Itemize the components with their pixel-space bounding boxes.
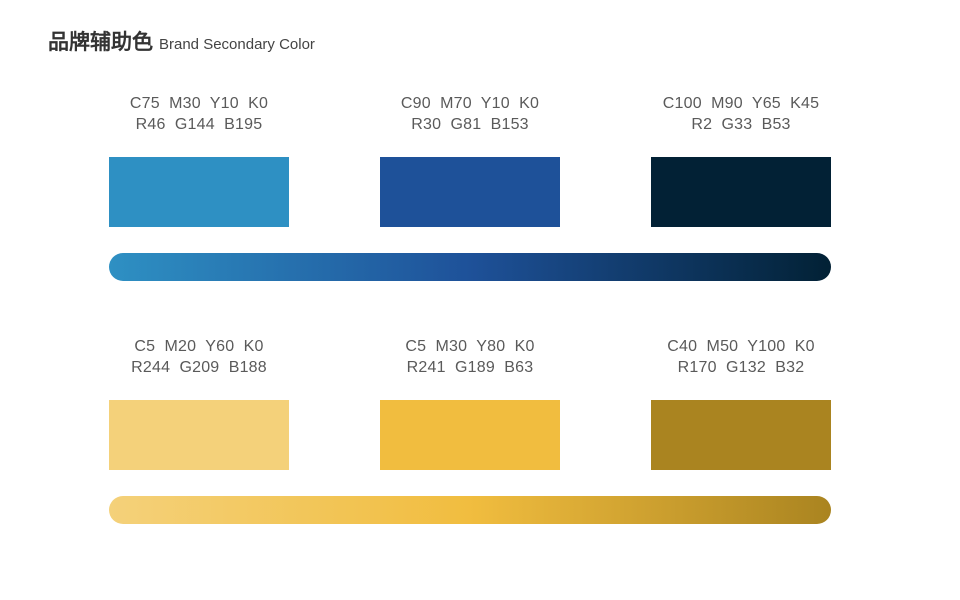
title-english: Brand Secondary Color — [159, 36, 315, 53]
gradient-bar — [109, 253, 831, 281]
color-codes: C5 M20 Y60 K0 R244 G209 B188 — [109, 336, 289, 378]
color-codes: C75 M30 Y10 K0 R46 G144 B195 — [109, 93, 289, 135]
color-swatch — [109, 400, 289, 470]
color-codes: C90 M70 Y10 K0 R30 G81 B153 — [380, 93, 560, 135]
page-title: 品牌辅助色 Brand Secondary Color — [48, 26, 315, 56]
swatch-card: C5 M30 Y80 K0 R241 G189 B63 — [380, 336, 560, 470]
swatch-card: C90 M70 Y10 K0 R30 G81 B153 — [380, 93, 560, 227]
cmyk-value: C5 M20 Y60 K0 — [134, 338, 264, 355]
color-swatch — [380, 400, 560, 470]
rgb-value: R244 G209 B188 — [131, 359, 267, 376]
rgb-value: R30 G81 B153 — [411, 116, 529, 133]
rgb-value: R46 G144 B195 — [135, 116, 263, 133]
rgb-value: R241 G189 B63 — [406, 359, 534, 376]
color-codes: C40 M50 Y100 K0 R170 G132 B32 — [651, 336, 831, 378]
color-swatch — [380, 157, 560, 227]
rgb-value: R170 G132 B32 — [677, 359, 805, 376]
swatch-card: C100 M90 Y65 K45 R2 G33 B53 — [651, 93, 831, 227]
swatch-card: C40 M50 Y100 K0 R170 G132 B32 — [651, 336, 831, 470]
swatch-card: C5 M20 Y60 K0 R244 G209 B188 — [109, 336, 289, 470]
color-swatch — [109, 157, 289, 227]
swatch-card: C75 M30 Y10 K0 R46 G144 B195 — [109, 93, 289, 227]
cmyk-value: C90 M70 Y10 K0 — [400, 95, 540, 112]
color-swatch — [651, 157, 831, 227]
rgb-value: R2 G33 B53 — [691, 116, 791, 133]
title-chinese: 品牌辅助色 — [48, 30, 153, 54]
cmyk-value: C5 M30 Y80 K0 — [405, 338, 535, 355]
color-codes: C5 M30 Y80 K0 R241 G189 B63 — [380, 336, 560, 378]
color-codes: C100 M90 Y65 K45 R2 G33 B53 — [651, 93, 831, 135]
cmyk-value: C40 M50 Y100 K0 — [667, 338, 815, 355]
cmyk-value: C75 M30 Y10 K0 — [129, 95, 269, 112]
color-swatch — [651, 400, 831, 470]
cmyk-value: C100 M90 Y65 K45 — [662, 95, 820, 112]
gradient-bar — [109, 496, 831, 524]
